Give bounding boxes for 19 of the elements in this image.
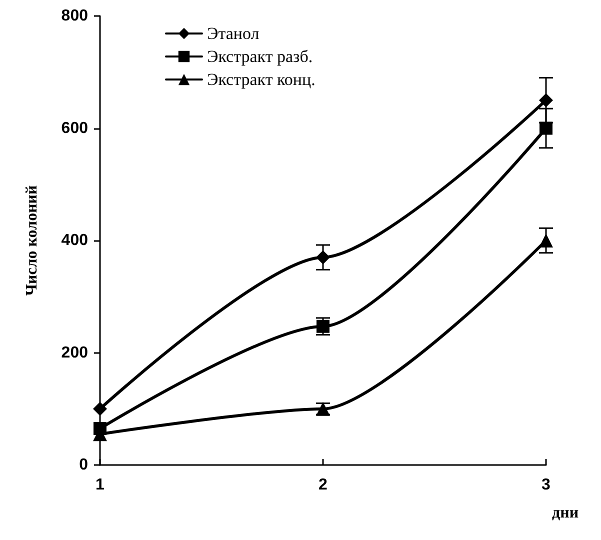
legend-label: Экстракт разб.	[207, 47, 313, 66]
y-tick-label: 800	[61, 8, 88, 24]
y-tick-label: 400	[61, 232, 88, 249]
point	[539, 93, 553, 108]
point	[93, 402, 107, 416]
y-tick-label: 0	[79, 456, 88, 474]
y-tick-label: 200	[61, 344, 88, 362]
x-tick-label: 1	[96, 476, 105, 494]
point	[540, 122, 552, 135]
x-tick-label: 3	[542, 476, 551, 494]
point	[316, 320, 330, 333]
point	[539, 234, 553, 248]
x-axis-title: дни	[552, 504, 579, 522]
point	[316, 250, 330, 264]
legend-label: Этанол	[207, 24, 260, 43]
x-tick-label: 2	[318, 476, 328, 494]
y-axis-title: Число колоний	[24, 185, 40, 296]
legend-label: Экстракт конц.	[207, 70, 316, 89]
y-tick-label: 600	[61, 120, 88, 137]
